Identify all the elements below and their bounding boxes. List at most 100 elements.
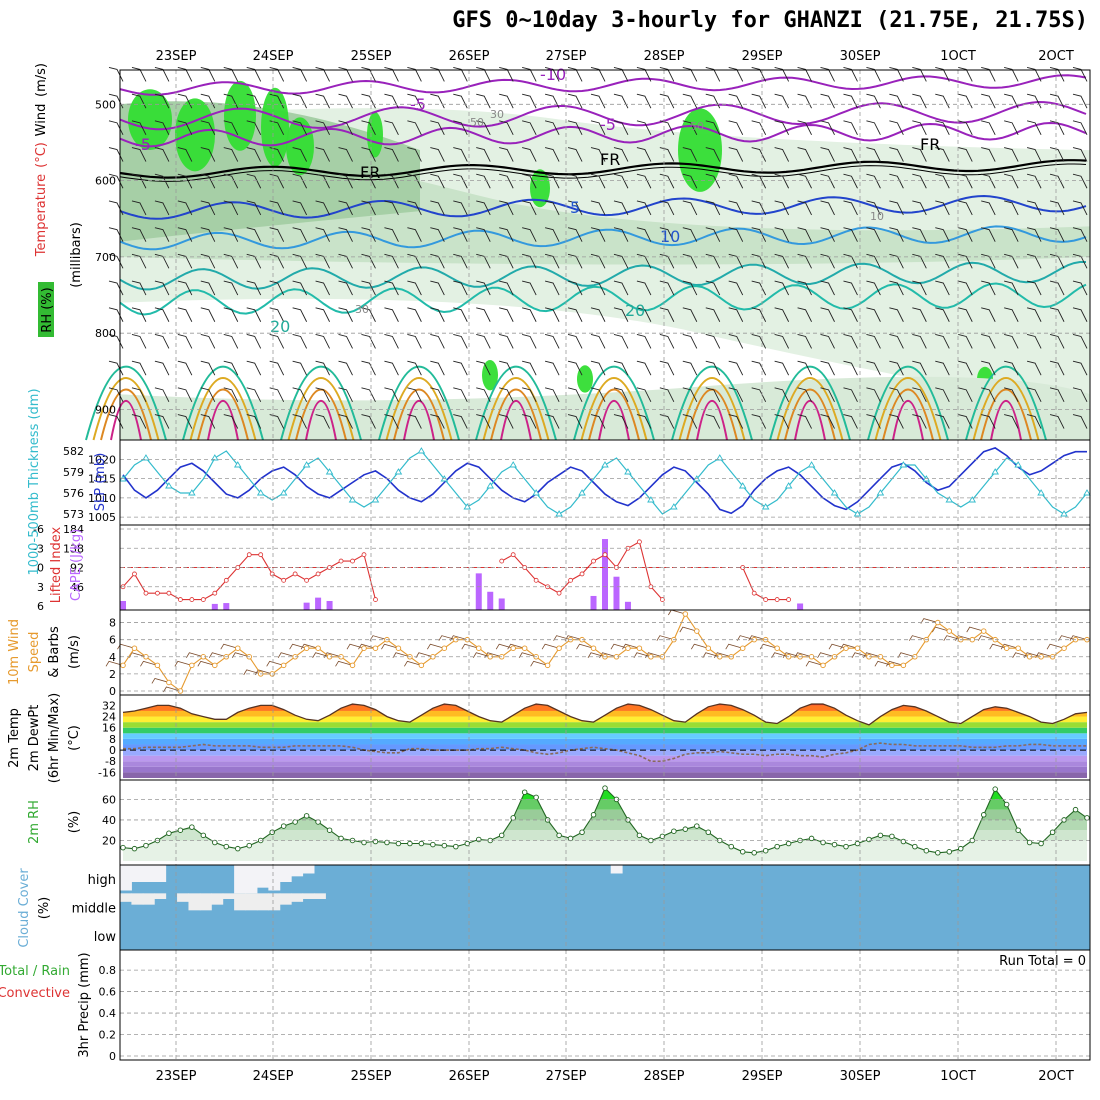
wind-barb <box>958 360 973 376</box>
wind-barb-10m <box>530 660 548 667</box>
thickness-line-marker <box>991 468 999 475</box>
wind-barb <box>659 253 675 269</box>
wind-barb <box>223 253 239 269</box>
wind-barb <box>131 120 147 136</box>
temp-band <box>123 716 1087 723</box>
wind-barb <box>154 414 170 429</box>
li-marker <box>155 590 160 596</box>
thickness-line-marker <box>371 496 380 503</box>
wind-barb <box>705 280 721 296</box>
wind-barb <box>269 147 285 162</box>
temp-label-1: 2m Temp <box>7 708 22 768</box>
li-marker <box>786 597 792 602</box>
thickness-line-marker <box>830 489 839 496</box>
li-marker <box>373 597 378 602</box>
wind-barb <box>590 147 606 162</box>
wind-barb <box>384 200 399 216</box>
isotherm-warm-loop <box>882 388 934 441</box>
wind-barb <box>981 227 996 242</box>
wind-barb <box>797 280 812 296</box>
wind-barb <box>544 360 560 376</box>
wind-barb <box>659 67 675 82</box>
wind-barb <box>1026 253 1042 269</box>
wind-barb <box>843 120 858 136</box>
wind-barb <box>384 387 399 403</box>
wind-barb <box>269 360 285 376</box>
wind-barb <box>407 387 422 403</box>
precip-label-conv: Convective <box>0 986 70 1001</box>
run-total: Run Total = 0 <box>999 954 1086 969</box>
wind-barb <box>567 120 583 136</box>
wind-barb-10m <box>426 643 445 650</box>
wind-barb <box>1004 387 1019 403</box>
upper-label-pressure: (millibars) <box>69 222 84 288</box>
wind-barb <box>912 67 927 82</box>
li-marker <box>774 597 780 602</box>
wind-barb <box>889 280 904 296</box>
wind-barb <box>728 200 744 216</box>
wind-barb <box>682 200 698 216</box>
thickness-line-marker <box>279 489 288 496</box>
wind-barb <box>1072 307 1088 322</box>
wind-barb <box>522 334 537 349</box>
wind-barb <box>522 307 537 322</box>
wind-barb <box>1072 387 1088 403</box>
isotherm-warm-loop <box>580 377 648 441</box>
chart-title: GFS 0~10day 3-hourly for GHANZI (21.75E,… <box>452 8 1088 33</box>
wind-ytick: 0 <box>109 685 116 698</box>
rh-line-marker <box>269 829 275 836</box>
rh-line-marker <box>418 840 425 847</box>
wind-barb-10m <box>954 635 973 641</box>
panel-frame <box>119 949 1091 1061</box>
wind-barb-10m <box>908 635 927 641</box>
thickness-line-marker <box>601 461 609 468</box>
wind-barb <box>797 227 812 242</box>
cloud-high-cell <box>302 865 315 874</box>
wind-barb <box>292 253 308 269</box>
cloud-high-cell <box>131 865 144 882</box>
wind-barb <box>958 414 973 429</box>
wind-barb <box>361 280 376 296</box>
wind-barb <box>1004 360 1019 376</box>
wind-barb <box>912 120 927 136</box>
wind-barb <box>935 307 950 322</box>
wind-barb <box>659 147 675 162</box>
rh-line-marker <box>1003 801 1010 808</box>
wind-barb <box>430 387 445 403</box>
wind-barb <box>131 67 147 82</box>
date-label-top: 30SEP <box>840 49 881 64</box>
rh-line-marker <box>235 845 241 852</box>
wind-barb-10m <box>828 643 847 650</box>
wind-barb <box>177 414 193 429</box>
wind-barb <box>544 147 560 162</box>
wind-barb <box>774 280 790 296</box>
cloud-mid-cell <box>142 893 155 905</box>
wind-ytick: 6 <box>109 634 116 647</box>
wind-barb <box>567 334 583 349</box>
wind-barb <box>200 200 216 216</box>
cape-bar <box>613 576 620 610</box>
isotherm-warm-loop <box>972 377 1040 441</box>
wind-barb-10m <box>1069 635 1088 641</box>
wind-barb <box>315 334 330 349</box>
wind-barb-10m <box>1012 652 1030 658</box>
wind-barb <box>223 67 239 82</box>
wind-barb <box>384 414 399 429</box>
wind-barb <box>889 200 904 216</box>
wind-barb <box>843 147 858 162</box>
wind-barb <box>108 280 124 296</box>
wind-barb-10m <box>656 635 674 641</box>
cloud-mid-cell <box>314 893 326 899</box>
upper-ytick: 500 <box>95 98 116 111</box>
wind-barb-10m <box>404 660 422 667</box>
isotherm-warm-loop <box>197 388 249 441</box>
temp-ytick: -8 <box>105 755 116 768</box>
li-marker <box>177 597 183 602</box>
wind-barb <box>522 414 537 429</box>
wind-barb-10m <box>679 626 697 633</box>
wind-barb <box>682 307 698 322</box>
wind-barb <box>567 253 583 269</box>
contour-label: 50 <box>690 120 704 133</box>
rh-line-marker <box>602 785 608 791</box>
wind-barb <box>728 120 744 136</box>
